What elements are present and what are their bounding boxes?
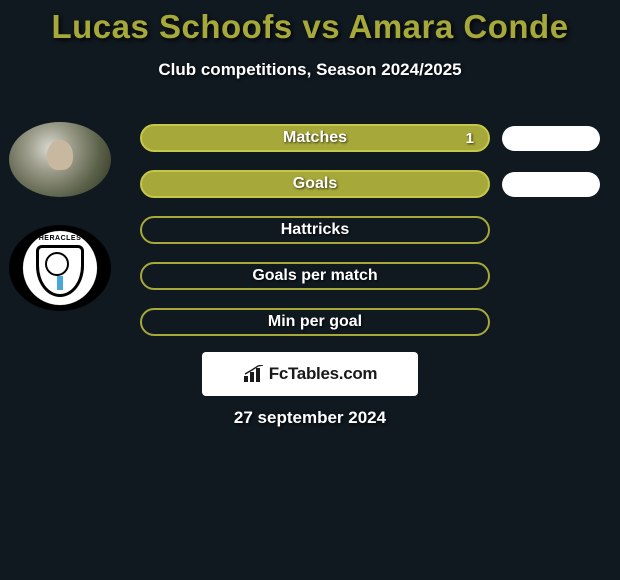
- chart-icon: [243, 365, 265, 383]
- stat-label: Goals: [293, 175, 337, 193]
- stat-label: Goals per match: [252, 267, 377, 285]
- stat-bar-goals: Goals: [140, 170, 490, 198]
- title-text: Lucas Schoofs vs Amara Conde: [51, 8, 568, 45]
- stat-bar-gpm: Goals per match: [140, 262, 490, 290]
- stat-row-mpg: Min per goal: [140, 308, 600, 336]
- stat-bar-mpg: Min per goal: [140, 308, 490, 336]
- date-text: 27 september 2024: [0, 408, 620, 428]
- stat-label: Hattricks: [281, 221, 349, 239]
- page-title: Lucas Schoofs vs Amara Conde: [0, 0, 620, 46]
- player2-avatar: HERACLES: [9, 225, 111, 311]
- stat-row-hattricks: Hattricks: [140, 216, 600, 244]
- heracles-text: HERACLES: [29, 235, 91, 242]
- brand-text: FcTables.com: [269, 364, 378, 384]
- brand-badge[interactable]: FcTables.com: [202, 352, 418, 396]
- stat-row-gpm: Goals per match: [140, 262, 600, 290]
- comparison-card: Lucas Schoofs vs Amara Conde Club compet…: [0, 0, 620, 580]
- stat-bar-hattricks: Hattricks: [140, 216, 490, 244]
- heracles-badge-icon: HERACLES: [29, 233, 91, 303]
- stat-row-matches: Matches 1: [140, 124, 600, 152]
- shield-icon: [36, 245, 84, 297]
- subtitle: Club competitions, Season 2024/2025: [0, 60, 620, 80]
- avatar-column: HERACLES: [9, 122, 111, 311]
- stat-value: 1: [466, 130, 474, 147]
- stat-bar-matches: Matches 1: [140, 124, 490, 152]
- player1-avatar: [9, 122, 111, 197]
- stat-label: Min per goal: [268, 313, 362, 331]
- stats-rows: Matches 1 Goals Hattricks Goals per matc…: [140, 124, 600, 354]
- stat-pill-goals: [502, 172, 600, 197]
- stat-row-goals: Goals: [140, 170, 600, 198]
- stat-pill-matches: [502, 126, 600, 151]
- stat-label: Matches: [283, 129, 347, 147]
